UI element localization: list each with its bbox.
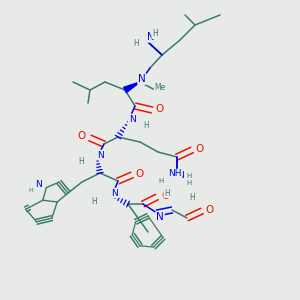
Text: O: O	[78, 131, 86, 141]
Text: NH: NH	[168, 169, 182, 178]
Text: O: O	[136, 169, 144, 179]
Text: O: O	[156, 104, 164, 114]
Text: Me: Me	[154, 83, 166, 92]
Text: N: N	[138, 74, 146, 84]
Text: H: H	[133, 38, 139, 47]
Text: O: O	[161, 191, 169, 201]
Text: O: O	[206, 205, 214, 215]
Text: H: H	[91, 196, 97, 206]
Text: H: H	[186, 173, 192, 179]
Text: N: N	[147, 32, 155, 42]
Text: H: H	[143, 121, 149, 130]
Text: N: N	[156, 212, 164, 222]
Text: N: N	[97, 151, 104, 160]
Text: H: H	[158, 178, 164, 184]
Text: H: H	[186, 180, 192, 186]
Text: O: O	[196, 144, 204, 154]
Text: H: H	[78, 157, 84, 166]
Text: N: N	[112, 188, 118, 197]
Polygon shape	[124, 82, 140, 93]
Text: H: H	[28, 188, 33, 193]
Text: N: N	[177, 170, 183, 179]
Text: H: H	[164, 188, 170, 197]
Text: N: N	[129, 115, 135, 124]
Text: H: H	[152, 29, 158, 38]
Text: H: H	[189, 194, 195, 202]
Text: N: N	[35, 180, 42, 189]
